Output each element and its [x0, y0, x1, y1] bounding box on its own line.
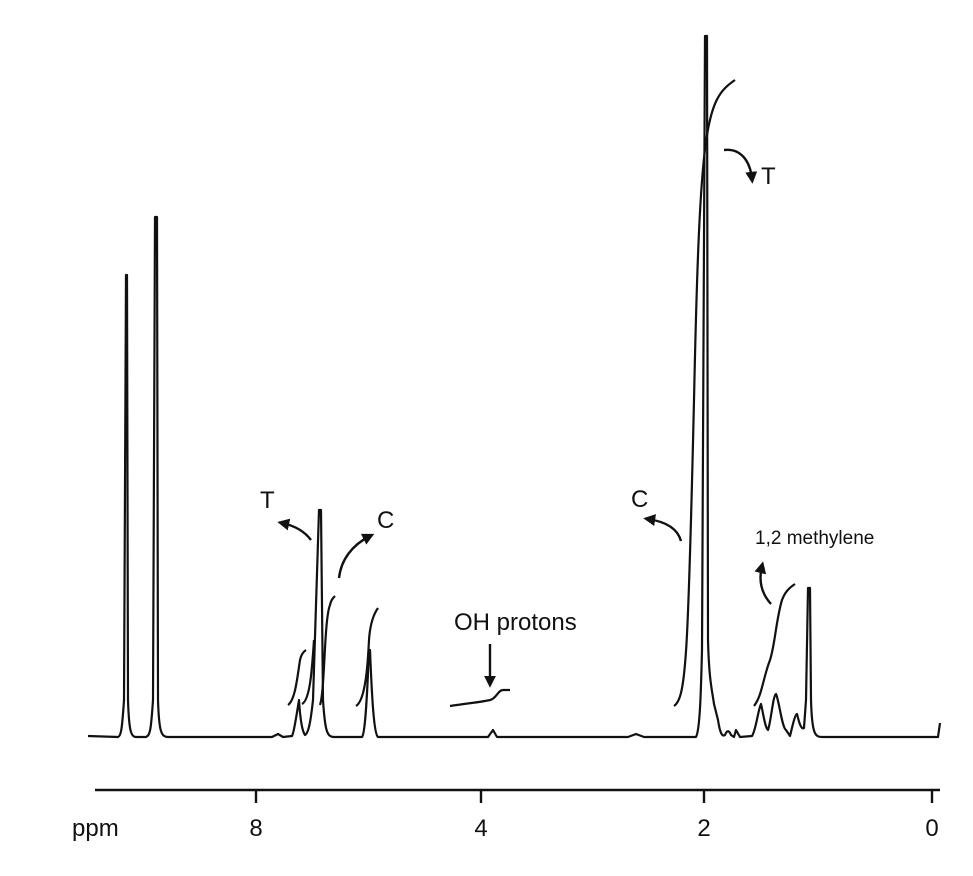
x-tick-label-8: 8 [249, 815, 262, 842]
arrow-t-right [723, 148, 758, 184]
label-c-left: C [377, 507, 394, 534]
arrow-c-left [337, 533, 375, 579]
spectrum-trace [87, 34, 942, 739]
label-t-left: T [260, 487, 275, 514]
label-methylene: 1,2 methylene [755, 528, 874, 549]
x-tick-label-2: 2 [697, 815, 710, 842]
arrow-methylene [754, 561, 772, 605]
integral-curve-oh [449, 688, 510, 708]
integral-curve-methylene [753, 583, 796, 707]
x-axis-label: ppm [72, 815, 119, 842]
x-tick-label-0: 0 [925, 815, 938, 842]
label-c-right: C [631, 486, 648, 513]
integral-curve-olefinic [355, 607, 379, 707]
integral-curve-aromatic-1 [287, 649, 307, 706]
integral-curve-ch3 [673, 79, 736, 707]
label-oh: OH protons [454, 609, 577, 636]
x-axis-ticks: 8 4 2 0 [249, 790, 939, 842]
integral-curve-aromatic-2 [301, 639, 316, 705]
arrow-t-left [277, 518, 312, 541]
x-tick-label-4: 4 [474, 815, 487, 842]
integral-curve-aromatic-3 [318, 595, 336, 706]
arrow-c-right [643, 514, 683, 542]
label-t-right: T [761, 163, 776, 190]
